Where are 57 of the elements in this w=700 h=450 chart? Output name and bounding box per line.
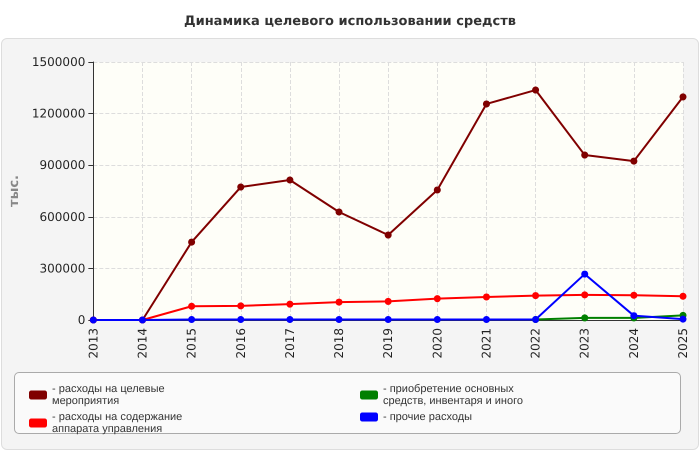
x-tick-label: 2015 <box>184 328 199 359</box>
point <box>680 93 686 100</box>
y-tick-label: 1500000 <box>32 55 86 69</box>
x-tick-label: 2024 <box>626 328 641 359</box>
point <box>336 316 343 323</box>
x-tick-label: 2025 <box>676 328 690 359</box>
y-tick-label: 900000 <box>40 158 86 172</box>
y-axis-title: тыс. <box>7 175 22 207</box>
point <box>286 316 294 323</box>
point <box>237 302 244 310</box>
point <box>581 291 588 298</box>
point <box>482 100 490 108</box>
x-tick-label: 2013 <box>86 328 100 359</box>
point <box>336 298 343 306</box>
point <box>384 298 392 305</box>
point <box>532 292 540 300</box>
point <box>482 316 490 323</box>
legend-label: - прочие расходы <box>383 411 472 423</box>
point <box>532 86 540 94</box>
point <box>237 184 244 191</box>
legend-label: - расходы на содержание аппарата управления <box>52 411 186 435</box>
point <box>434 316 441 323</box>
point <box>581 152 588 159</box>
point <box>630 158 638 165</box>
point <box>336 208 343 216</box>
point <box>434 295 441 302</box>
point <box>680 316 686 323</box>
chart-title: Динамика целевого использовании средств <box>184 14 516 29</box>
x-tick-label: 2014 <box>135 328 150 359</box>
y-tick-label: 1200000 <box>32 106 86 121</box>
point <box>286 300 294 308</box>
point <box>188 316 196 323</box>
point <box>384 232 392 239</box>
x-tick-label: 2016 <box>234 328 248 359</box>
x-tick-label: 2017 <box>282 328 297 359</box>
x-tick-label: 2019 <box>381 328 396 359</box>
point <box>482 293 490 300</box>
legend-label: - расходы на целевые мероприятия <box>52 383 168 407</box>
x-tick-label: 2018 <box>332 328 346 359</box>
point <box>188 302 196 310</box>
point <box>630 292 638 299</box>
x-tick-label: 2021 <box>479 328 494 359</box>
point <box>581 314 588 322</box>
y-tick-label: 600000 <box>40 210 86 224</box>
x-tick-label: 2022 <box>528 328 543 359</box>
point <box>434 186 441 194</box>
point <box>581 270 588 278</box>
y-tick-label: 0 <box>78 313 86 327</box>
point <box>237 316 244 323</box>
point <box>680 292 686 300</box>
x-tick-label: 2023 <box>578 328 592 359</box>
y-tick-label: 300000 <box>40 261 86 276</box>
x-tick-label: 2020 <box>430 328 444 359</box>
point <box>188 238 196 246</box>
legend-label: - приобретение основных средств, инвентаря и иного <box>383 383 524 407</box>
point <box>384 316 392 323</box>
point <box>286 176 294 184</box>
